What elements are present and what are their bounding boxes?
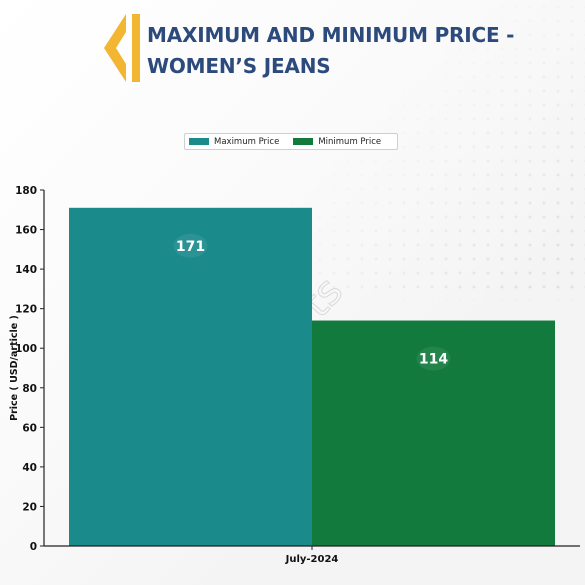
title-line-2: WOMEN’S JEANS (147, 54, 331, 78)
y-tick-label: 60 (22, 422, 37, 434)
bar-minimum-price (312, 320, 555, 546)
y-tick-label: 120 (15, 304, 37, 316)
data-label-badge (416, 346, 451, 371)
y-tick-label: 100 (15, 343, 37, 355)
legend-swatch-min (293, 138, 314, 145)
legend-swatch-max (189, 138, 209, 145)
x-tick-label: July-2024 (285, 554, 339, 565)
y-tick-label: 20 (22, 501, 37, 513)
y-tick-label: 160 (15, 225, 37, 237)
bars-group: 171 114 (69, 207, 555, 547)
y-axis-label: Price ( USD/article ) (9, 315, 20, 421)
page-title: MAXIMUM AND MINIMUM PRICE - WOMEN’S JEAN… (147, 20, 567, 82)
y-tick-label: 140 (15, 264, 37, 276)
data-label-badge (173, 233, 208, 258)
legend-item-max: Maximum Price (189, 137, 279, 147)
chevron-logo-icon (104, 14, 140, 82)
bar-maximum-price (69, 207, 312, 547)
y-tick-label: 80 (22, 383, 37, 395)
legend-label-min: Minimum Price (318, 136, 382, 147)
chart-legend: Maximum Price Minimum Price (184, 133, 398, 150)
title-line-1: MAXIMUM AND MINIMUM PRICE - (147, 23, 515, 47)
data-label: 171 (176, 239, 205, 255)
y-tick-label: 40 (22, 462, 37, 474)
legend-item-min: Minimum Price (293, 137, 381, 147)
y-tick-label: 0 (30, 541, 37, 553)
data-label: 114 (419, 352, 448, 368)
y-tick-label: 180 (15, 185, 37, 197)
legend-label-max: Maximum Price (214, 136, 280, 147)
axes-group: 0 20 40 60 80 100 120 140 160 180 July-2024 Price (… (9, 185, 580, 565)
